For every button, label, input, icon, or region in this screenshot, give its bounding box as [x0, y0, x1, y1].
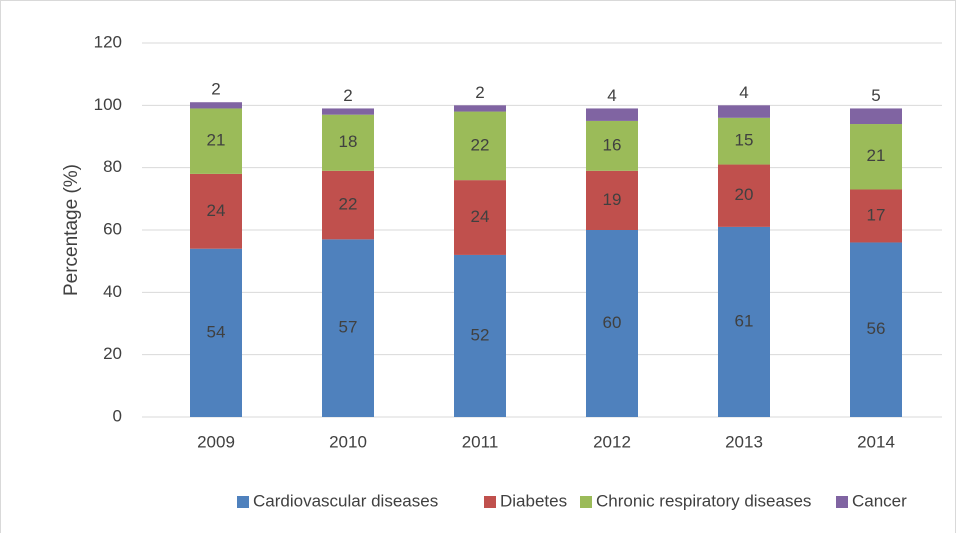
data-label: 5 — [871, 86, 880, 105]
bar-segment — [322, 170, 374, 240]
y-tick-label: 20 — [103, 344, 122, 363]
bar-segment — [454, 180, 506, 255]
data-label: 24 — [471, 207, 490, 226]
bar-segment — [586, 230, 638, 417]
bar-segment — [586, 120, 638, 171]
legend-swatch — [836, 496, 848, 508]
legend-swatch — [237, 496, 249, 508]
data-label: 21 — [867, 146, 886, 165]
data-label: 52 — [471, 325, 490, 344]
data-label: 22 — [471, 135, 490, 154]
data-label: 21 — [207, 131, 226, 150]
x-tick-label: 2011 — [462, 432, 499, 451]
x-tick-label: 2012 — [593, 432, 631, 451]
data-label: 2 — [211, 80, 220, 99]
bar-segment — [454, 254, 506, 417]
x-tick-label: 2010 — [329, 432, 367, 451]
y-tick-label: 60 — [103, 219, 122, 238]
data-label: 60 — [603, 313, 622, 332]
data-label: 57 — [339, 318, 358, 337]
bar-segment — [322, 108, 374, 115]
bar-segment — [850, 242, 902, 417]
data-label: 2 — [475, 83, 484, 102]
legend-label: Cardiovascular diseases — [253, 491, 438, 510]
bar-segment — [322, 114, 374, 171]
x-tick-label: 2014 — [857, 432, 895, 451]
data-label: 4 — [607, 86, 616, 105]
data-label: 18 — [339, 132, 358, 151]
data-label: 24 — [207, 201, 226, 220]
y-tick-label: 40 — [103, 282, 122, 301]
x-tick-label: 2013 — [725, 432, 763, 451]
bar-segment — [850, 189, 902, 243]
data-label: 22 — [339, 195, 358, 214]
data-label: 54 — [207, 322, 226, 341]
y-tick-label: 0 — [113, 406, 122, 425]
bar-segment — [190, 173, 242, 249]
bar-segment — [190, 248, 242, 417]
data-label: 15 — [735, 131, 754, 150]
data-label: 17 — [867, 205, 886, 224]
bar-segment — [190, 108, 242, 174]
bar-segment — [850, 108, 902, 125]
bar-segment — [454, 111, 506, 181]
y-tick-label: 80 — [103, 157, 122, 176]
bar-segment — [454, 105, 506, 112]
legend-label: Diabetes — [500, 491, 567, 510]
bar-segment — [322, 239, 374, 417]
x-tick-label: 2009 — [197, 432, 235, 451]
bar-segment — [718, 117, 770, 165]
data-label: 4 — [739, 83, 748, 102]
legend-label: Cancer — [852, 491, 907, 510]
legend-swatch — [580, 496, 592, 508]
y-tick-label: 120 — [94, 32, 122, 51]
data-label: 16 — [603, 135, 622, 154]
data-label: 61 — [735, 311, 754, 330]
bar-segment — [190, 102, 242, 109]
data-label: 20 — [735, 185, 754, 204]
legend-swatch — [484, 496, 496, 508]
bar-segment — [850, 124, 902, 190]
data-label: 56 — [867, 319, 886, 338]
bar-segment — [718, 226, 770, 417]
bar-segment — [718, 164, 770, 227]
data-label: 19 — [603, 190, 622, 209]
bar-segment — [586, 108, 638, 121]
data-label: 2 — [343, 86, 352, 105]
y-axis-label: Percentage (%) — [61, 164, 82, 296]
legend-label: Chronic respiratory diseases — [596, 491, 811, 510]
bar-segment — [718, 105, 770, 118]
y-tick-label: 100 — [94, 95, 122, 114]
bar-segment — [586, 170, 638, 230]
